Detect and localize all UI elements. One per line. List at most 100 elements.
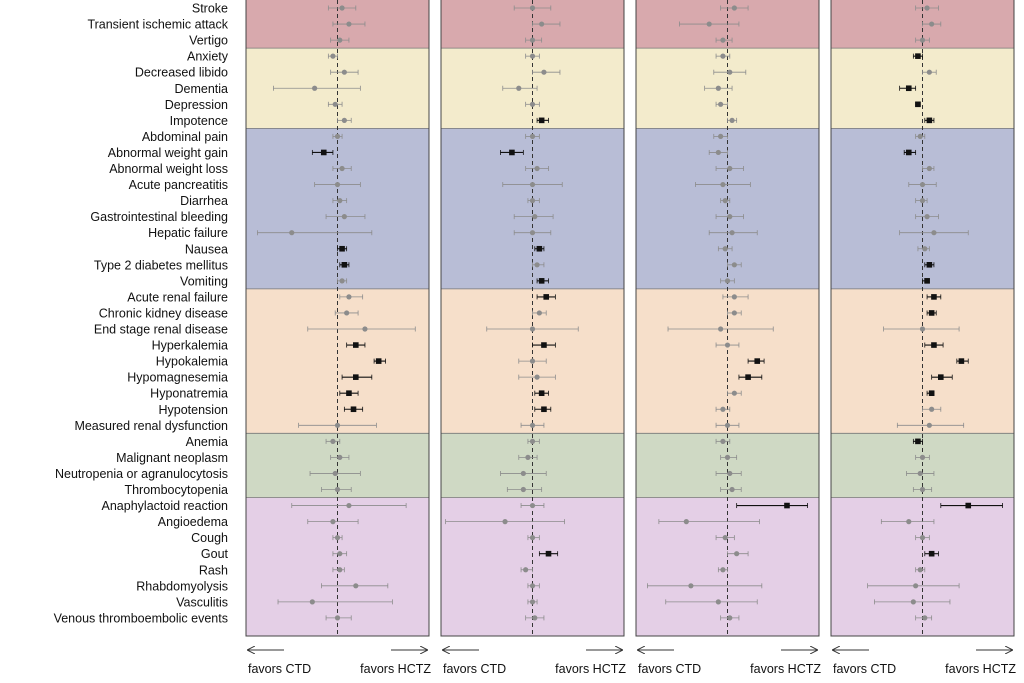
estimate	[715, 406, 731, 412]
point-estimate	[929, 406, 935, 412]
point-estimate	[525, 454, 531, 460]
point-estimate	[332, 101, 338, 107]
point-estimate	[720, 53, 726, 59]
point-estimate	[529, 53, 536, 59]
point-estimate	[922, 615, 928, 621]
estimate	[915, 214, 939, 220]
panel	[440, 0, 625, 637]
point-estimate	[309, 599, 315, 605]
estimate	[520, 502, 545, 509]
estimate	[536, 278, 549, 284]
point-estimate	[529, 583, 536, 589]
estimate	[527, 198, 540, 204]
estimate	[956, 358, 969, 364]
estimate	[532, 262, 545, 268]
favors-hctz-label: favors HCTZ	[360, 662, 431, 676]
point-estimate	[928, 310, 935, 316]
estimate	[309, 470, 361, 477]
panels	[245, 0, 1015, 637]
point-estimate	[536, 310, 542, 316]
estimate	[704, 85, 733, 91]
point-estimate	[520, 486, 526, 493]
estimate	[715, 37, 733, 43]
point-estimate	[724, 278, 731, 284]
estimate	[713, 133, 728, 139]
point-estimate	[727, 165, 733, 172]
estimate	[922, 278, 930, 284]
point-estimate	[541, 342, 547, 348]
point-estimate	[724, 342, 731, 348]
point-estimate	[724, 454, 731, 460]
favors-ctd-label: favors CTD	[638, 662, 701, 676]
point-estimate	[734, 551, 740, 557]
estimate	[720, 198, 731, 204]
point-estimate	[718, 326, 724, 332]
point-estimate	[534, 374, 540, 380]
point-estimate	[727, 470, 733, 477]
point-estimate	[919, 454, 926, 460]
outcome-label: Anaphylactoid reaction	[102, 499, 229, 513]
estimate	[926, 294, 942, 300]
point-estimate	[919, 37, 926, 43]
point-estimate	[529, 181, 536, 188]
estimate	[525, 37, 543, 43]
estimate	[747, 358, 765, 364]
point-estimate	[715, 85, 721, 91]
estimate	[922, 69, 937, 75]
point-estimate	[529, 198, 536, 204]
point-estimate	[534, 262, 540, 268]
estimate	[922, 21, 942, 27]
panel	[830, 0, 1015, 637]
point-estimate	[516, 85, 522, 91]
estimate	[332, 21, 366, 27]
outcome-labels: Stroke Transient ischemic attack Vertigo An…	[54, 2, 229, 626]
point-estimate	[731, 390, 737, 396]
point-estimate	[541, 406, 547, 413]
estimate	[896, 422, 965, 428]
estimate	[679, 21, 740, 27]
estimate	[915, 615, 933, 621]
point-estimate	[938, 374, 944, 380]
estimate	[720, 454, 738, 460]
estimate	[534, 390, 549, 396]
estimate	[720, 615, 740, 621]
point-estimate	[334, 535, 341, 541]
point-estimate	[509, 149, 515, 156]
outcome-label: Hyperkalemia	[152, 339, 228, 353]
outcome-label: Abnormal weight loss	[109, 162, 228, 176]
point-estimate	[529, 230, 536, 236]
estimate	[912, 486, 933, 493]
panel-border	[440, 0, 625, 637]
point-estimate	[722, 246, 728, 252]
estimate	[532, 310, 547, 316]
point-estimate	[337, 551, 343, 557]
point-estimate	[722, 535, 728, 541]
estimate	[727, 310, 742, 316]
point-estimate	[722, 198, 728, 204]
estimate	[506, 486, 543, 493]
estimate	[513, 214, 554, 220]
estimate	[527, 583, 540, 589]
point-estimate	[362, 326, 368, 332]
point-estimate	[334, 422, 341, 428]
point-estimate	[724, 422, 731, 428]
outcome-label: Rhabdomyolysis	[136, 579, 228, 593]
outcome-label: Nausea	[185, 242, 228, 256]
estimate	[277, 599, 393, 605]
point-estimate	[928, 390, 935, 396]
outcome-label: Hyponatremia	[150, 387, 228, 401]
estimate	[325, 214, 366, 220]
estimate	[373, 358, 386, 364]
point-estimate	[926, 262, 933, 268]
estimate	[924, 117, 935, 124]
estimate	[708, 230, 758, 236]
estimate	[518, 374, 556, 380]
point-estimate	[538, 390, 545, 396]
estimate	[532, 21, 561, 27]
point-estimate	[924, 278, 930, 284]
estimate	[917, 246, 930, 252]
panel	[635, 0, 820, 637]
outcome-label: Rash	[199, 563, 228, 577]
point-estimate	[502, 519, 508, 525]
